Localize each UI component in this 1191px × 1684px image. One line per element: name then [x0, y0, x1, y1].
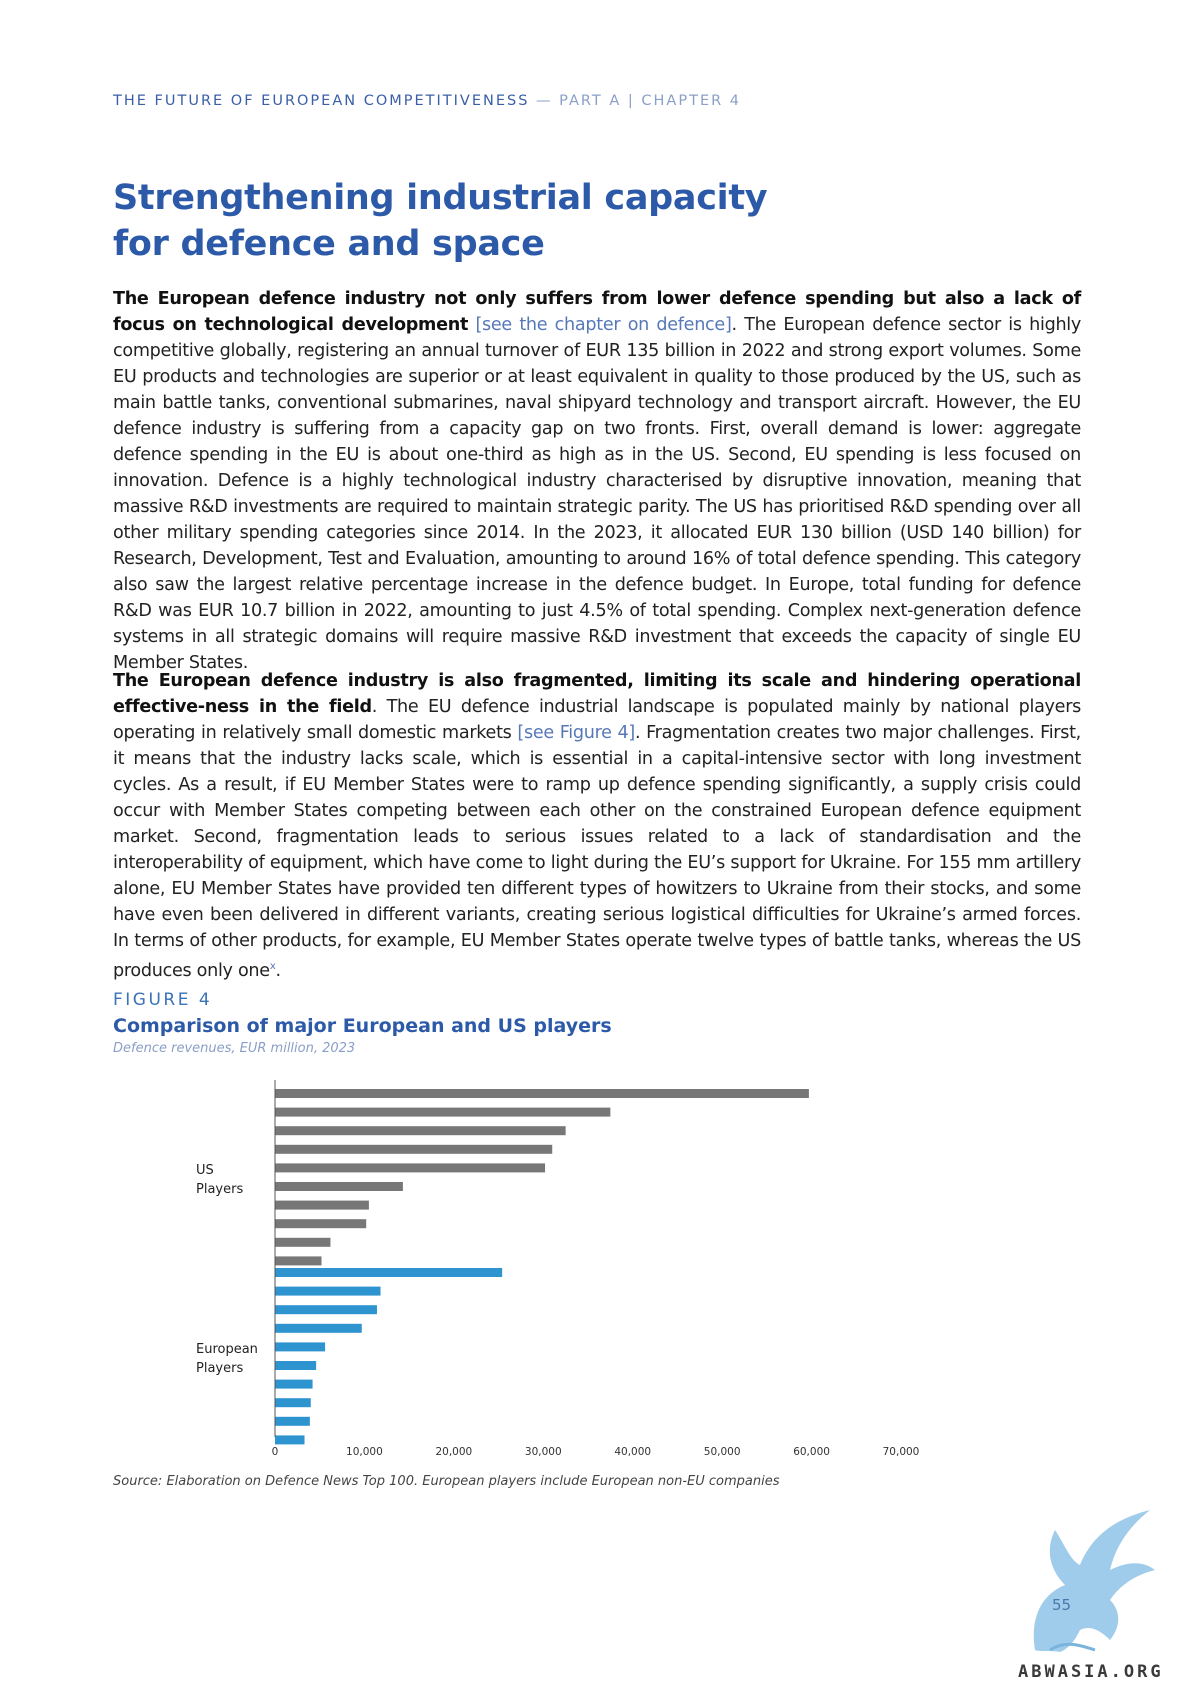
- x-tick-label: 30,000: [525, 1446, 562, 1458]
- us-player-bar: [275, 1256, 322, 1266]
- paragraph-1-lead: The European defence industry not only s…: [113, 289, 1081, 335]
- paragraph-2-text-b: . Fragmentation creates two major challe…: [113, 723, 1081, 981]
- paragraph-2-text-c: .: [275, 960, 281, 981]
- body-paragraph-1: The European defence industry not only s…: [113, 286, 1081, 676]
- group-label-line-2: Players: [196, 1361, 243, 1376]
- european-player-bar: [275, 1305, 377, 1315]
- x-tick-label: 20,000: [435, 1446, 472, 1458]
- paragraph-2-text-a: . The EU defence industrial landscape is…: [113, 697, 1081, 743]
- group-label-line-2: Players: [196, 1182, 243, 1197]
- x-tick-label: 0: [272, 1446, 279, 1458]
- page-title: Strengthening industrial capacity for de…: [113, 175, 1013, 267]
- european-player-bar: [275, 1416, 310, 1426]
- x-tick-label: 60,000: [793, 1446, 830, 1458]
- x-tick-label: 70,000: [883, 1446, 920, 1458]
- european-player-bar: [275, 1435, 305, 1445]
- figure-source: Source: Elaboration on Defence News Top …: [113, 1474, 780, 1489]
- header-chapter: PART A | CHAPTER 4: [559, 93, 742, 109]
- x-tick-label: 50,000: [704, 1446, 741, 1458]
- us-player-bar: [275, 1107, 611, 1117]
- european-player-bar: [275, 1286, 381, 1296]
- european-player-bar: [275, 1268, 503, 1277]
- figure-4-link[interactable]: [see Figure 4]: [517, 723, 635, 743]
- us-player-bar: [275, 1089, 809, 1098]
- figure-title: Comparison of major European and US play…: [113, 1015, 612, 1037]
- us-player-bar: [275, 1163, 546, 1173]
- european-player-bar: [275, 1342, 326, 1352]
- x-tick-label: 40,000: [614, 1446, 651, 1458]
- title-line-2: for defence and space: [113, 224, 545, 264]
- title-line-1: Strengthening industrial capacity: [113, 178, 768, 218]
- european-player-bar: [275, 1361, 317, 1370]
- page-number: 55: [1052, 1596, 1072, 1614]
- figure-label: FIGURE 4: [113, 990, 213, 1010]
- us-player-bar: [275, 1126, 566, 1136]
- european-player-bar: [275, 1323, 362, 1333]
- european-player-bar: [275, 1398, 311, 1408]
- body-paragraph-2: The European defence industry is also fr…: [113, 668, 1081, 984]
- us-player-bar: [275, 1219, 367, 1229]
- header-dash: —: [536, 93, 553, 109]
- header-publication: THE FUTURE OF EUROPEAN COMPETITIVENESS: [113, 93, 530, 109]
- footnote-marker[interactable]: x: [269, 961, 276, 972]
- european-player-bar: [275, 1379, 313, 1389]
- us-player-bar: [275, 1182, 403, 1191]
- group-label-line-1: European: [196, 1342, 258, 1357]
- group-label-line-1: US: [196, 1163, 214, 1178]
- chapter-defence-link[interactable]: [see the chapter on defence]: [475, 315, 732, 335]
- paragraph-2-lead: The European defence industry is also fr…: [113, 671, 1081, 717]
- griffin-logo: [1033, 1510, 1155, 1652]
- paragraph-1-text: . The European defence sector is highly …: [113, 315, 1081, 673]
- watermark: ABWASIA.ORG: [1018, 1662, 1164, 1682]
- x-tick-label: 10,000: [346, 1446, 383, 1458]
- running-header: THE FUTURE OF EUROPEAN COMPETITIVENESS —…: [113, 93, 741, 109]
- us-player-bar: [275, 1144, 553, 1154]
- figure-subtitle: Defence revenues, EUR million, 2023: [113, 1041, 356, 1056]
- us-player-bar: [275, 1237, 331, 1247]
- us-player-bar: [275, 1200, 369, 1210]
